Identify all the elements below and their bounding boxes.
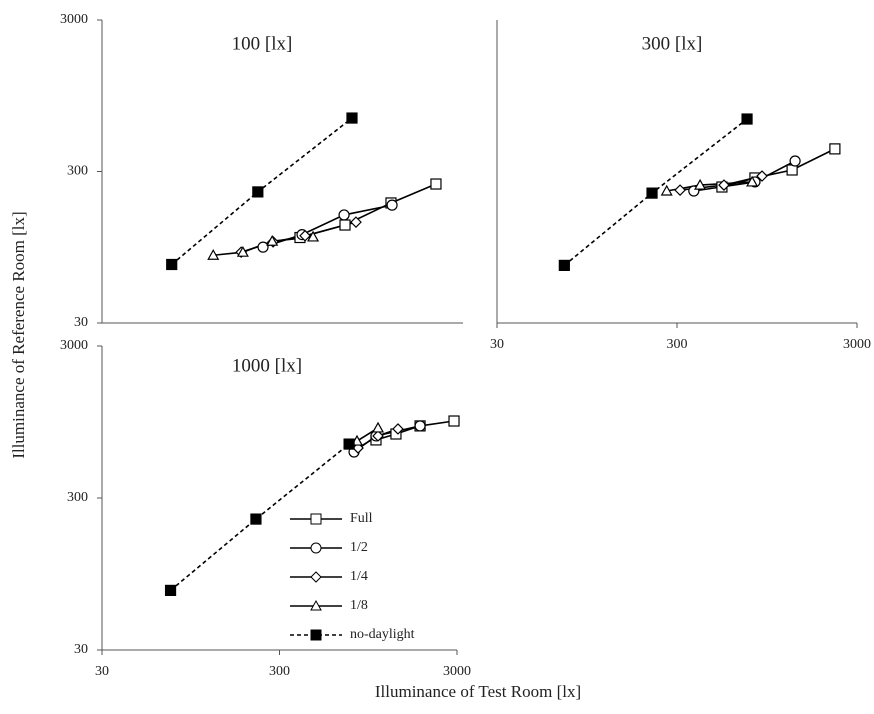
marker xyxy=(343,438,355,450)
marker xyxy=(372,421,385,433)
x-tick-label: 30 xyxy=(490,337,504,352)
x-tick-label: 300 xyxy=(269,664,290,679)
marker xyxy=(448,415,460,427)
legend-label: 1/8 xyxy=(350,598,368,613)
x-tick-label: 30 xyxy=(95,664,109,679)
panel-title: 100 [lx] xyxy=(232,33,293,54)
x-tick-label: 300 xyxy=(667,337,688,352)
marker xyxy=(350,216,362,228)
marker xyxy=(558,259,570,271)
legend-label: no-daylight xyxy=(350,627,415,642)
legend-marker xyxy=(310,571,322,583)
marker xyxy=(257,241,269,253)
marker xyxy=(164,584,177,596)
y-tick-label: 300 xyxy=(67,490,88,505)
marker xyxy=(166,258,178,271)
marker xyxy=(338,209,350,221)
y-tick-label: 30 xyxy=(74,642,88,657)
marker xyxy=(660,184,673,196)
legend-label: Full xyxy=(350,511,373,526)
marker xyxy=(252,186,264,198)
marker xyxy=(346,112,358,124)
legend-label: 1/2 xyxy=(350,540,368,555)
marker xyxy=(746,175,759,187)
marker xyxy=(718,179,730,191)
y-tick-label: 30 xyxy=(74,315,88,330)
marker xyxy=(250,513,262,525)
x-tick-label: 3000 xyxy=(843,337,871,352)
x-tick-label: 3000 xyxy=(443,664,471,679)
marker xyxy=(694,178,707,190)
marker xyxy=(266,234,279,246)
marker xyxy=(207,249,220,260)
marker xyxy=(789,155,801,167)
legend-label: 1/4 xyxy=(350,569,368,584)
marker xyxy=(646,187,658,199)
legend-marker xyxy=(310,629,322,641)
y-tick-label: 300 xyxy=(67,164,88,179)
series-line xyxy=(375,420,455,441)
legend-marker xyxy=(310,513,322,525)
y-axis-label: Illuminance of Reference Room [lx] xyxy=(9,211,28,458)
marker xyxy=(430,178,442,190)
marker xyxy=(741,113,753,125)
panel-title: 300 [lx] xyxy=(642,33,703,54)
marker xyxy=(386,199,398,211)
panel-title: 1000 [lx] xyxy=(232,355,302,376)
marker xyxy=(339,219,351,231)
marker xyxy=(392,423,404,435)
x-axis-label: Illuminance of Test Room [lx] xyxy=(375,682,581,701)
marker xyxy=(414,420,426,432)
marker xyxy=(236,245,249,257)
marker xyxy=(674,184,686,196)
marker xyxy=(299,229,311,242)
marker xyxy=(372,430,384,442)
legend-marker xyxy=(310,542,322,554)
marker xyxy=(756,170,768,182)
y-tick-label: 3000 xyxy=(60,338,88,353)
y-tick-label: 3000 xyxy=(60,12,88,27)
marker xyxy=(829,143,841,155)
series-line xyxy=(170,443,350,592)
marker xyxy=(307,230,320,242)
legend-marker xyxy=(310,599,322,611)
